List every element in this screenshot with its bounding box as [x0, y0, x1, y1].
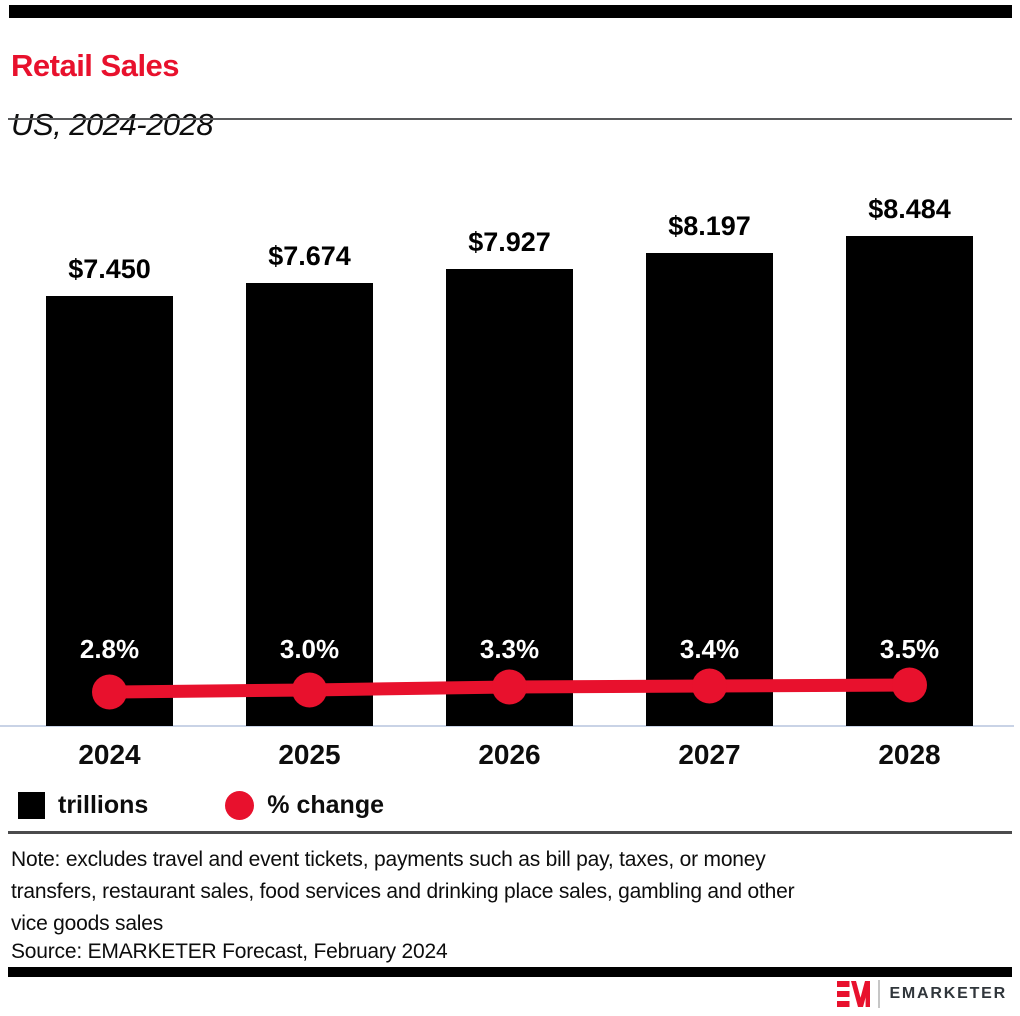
- x-axis-label-2027: 2027: [678, 739, 741, 770]
- bar-2026: [446, 269, 573, 726]
- percent-change-legend-label: % change: [267, 791, 384, 819]
- line-marker-2027: [692, 668, 727, 704]
- x-axis-label-2028: 2028: [878, 739, 941, 770]
- x-axis-label-2024: 2024: [78, 739, 141, 770]
- logo-wordmark: EMARKETER: [889, 985, 1007, 1002]
- top-border-bar: [9, 5, 1012, 18]
- logo-separator: [878, 980, 881, 1008]
- trillions-legend-label: trillions: [58, 791, 149, 819]
- bar-value-label-2028: $8.484: [868, 194, 951, 224]
- bottom-border-bar: [8, 967, 1012, 977]
- percent-change-label-2028: 3.5%: [879, 634, 940, 664]
- line-marker-2025: [292, 672, 327, 708]
- bar-value-label-2027: $8.197: [668, 211, 751, 241]
- x-axis-line: [0, 725, 1014, 727]
- x-axis-label-2026: 2026: [478, 739, 541, 770]
- percent-change-label-2024: 2.8%: [79, 634, 140, 664]
- emarketer-logo-icon: [837, 981, 871, 1007]
- line-marker-2026: [492, 669, 527, 705]
- bar-value-label-2025: $7.674: [268, 241, 351, 271]
- line-marker-2028: [892, 667, 927, 703]
- chart-legend: trillions % change: [18, 791, 384, 820]
- emarketer-logo: EMARKETER: [837, 980, 1007, 1008]
- note-text: Note: excludes travel and event tickets,…: [11, 844, 795, 940]
- note-line-2: transfers, restaurant sales, food servic…: [11, 880, 795, 903]
- chart-subtitle: US, 2024-2028: [11, 106, 214, 142]
- bar-2027: [646, 253, 773, 726]
- trillions-legend-swatch: [18, 792, 45, 819]
- percent-change-label-2027: 3.4%: [679, 634, 740, 664]
- note-line-1: Note: excludes travel and event tickets,…: [11, 848, 766, 871]
- footer-divider-rule: [8, 831, 1012, 834]
- header-divider-rule: [8, 118, 1012, 120]
- note-line-3: vice goods sales: [11, 912, 164, 935]
- bar-value-label-2026: $7.927: [468, 227, 551, 257]
- line-marker-2024: [92, 674, 127, 710]
- bar-2024: [46, 296, 173, 726]
- source-text: Source: EMARKETER Forecast, February 202…: [11, 940, 448, 963]
- x-axis-label-2025: 2025: [278, 739, 341, 770]
- percent-change-label-2025: 3.0%: [279, 634, 340, 664]
- bar-2028: [846, 236, 973, 726]
- bar-2025: [246, 283, 373, 726]
- percent-change-legend-swatch: [225, 791, 255, 820]
- bar-value-label-2024: $7.450: [68, 254, 151, 284]
- chart-title: Retail Sales: [11, 47, 180, 83]
- percent-change-label-2026: 3.3%: [479, 634, 540, 664]
